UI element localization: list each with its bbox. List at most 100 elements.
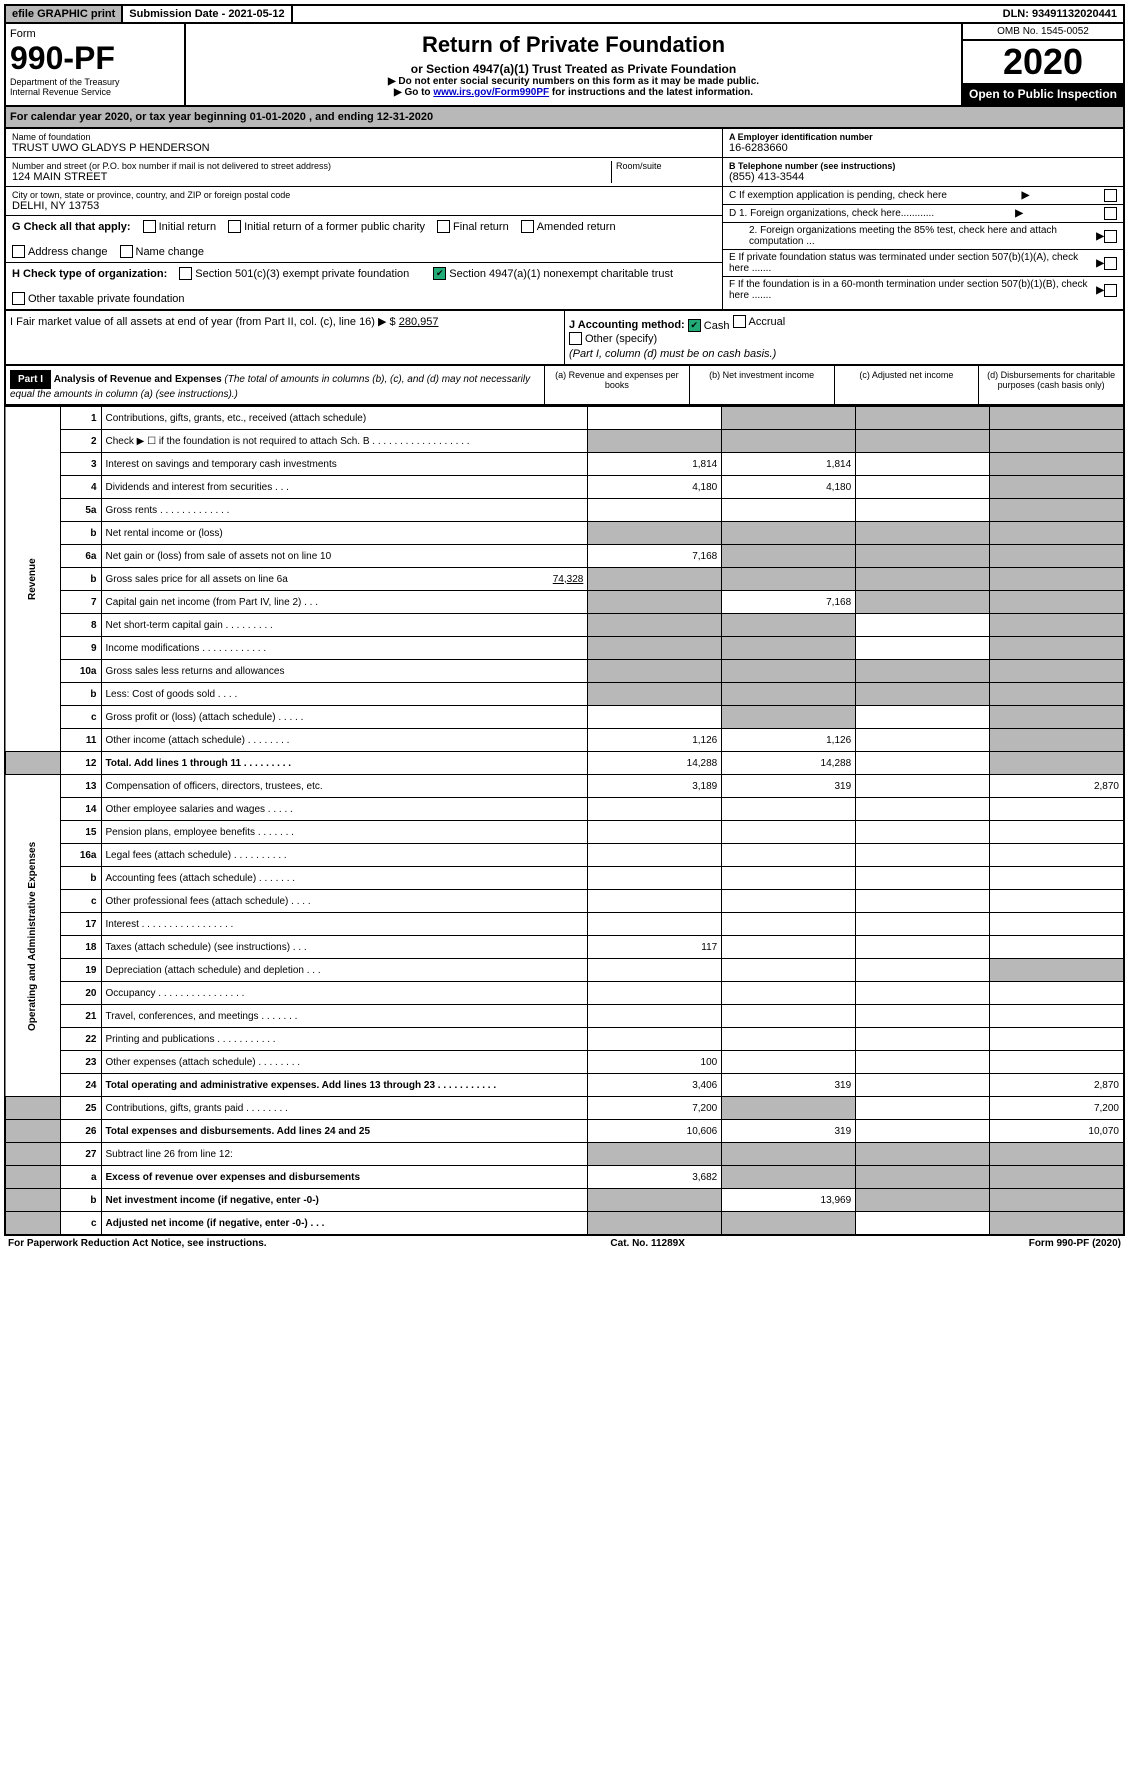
row-3-desc: Interest on savings and temporary cash i… — [101, 453, 588, 476]
row-12-desc: Total. Add lines 1 through 11 . . . . . … — [101, 752, 588, 775]
label-addr-change: Address change — [28, 246, 108, 258]
row-11-desc: Other income (attach schedule) . . . . .… — [101, 729, 588, 752]
row-4-desc: Dividends and interest from securities .… — [101, 476, 588, 499]
row-25-a: 7,200 — [588, 1097, 722, 1120]
open-public: Open to Public Inspection — [963, 83, 1123, 105]
row-21-desc: Travel, conferences, and meetings . . . … — [101, 1005, 588, 1028]
check-cash[interactable]: ✔ — [688, 319, 701, 332]
check-addr-change[interactable] — [12, 245, 25, 258]
row-23-desc: Other expenses (attach schedule) . . . .… — [101, 1051, 588, 1074]
row-23-a: 100 — [588, 1051, 722, 1074]
row-27b-b: 13,969 — [722, 1189, 856, 1212]
form-subtitle: or Section 4947(a)(1) Trust Treated as P… — [190, 62, 957, 76]
label-initial-former: Initial return of a former public charit… — [244, 221, 425, 233]
omb-number: OMB No. 1545-0052 — [963, 24, 1123, 41]
row-26-b: 319 — [722, 1120, 856, 1143]
row-24-desc: Total operating and administrative expen… — [101, 1074, 588, 1097]
row-27a-num: a — [61, 1166, 101, 1189]
row-10a-desc: Gross sales less returns and allowances — [101, 660, 588, 683]
row-27b-desc: Net investment income (if negative, ente… — [101, 1189, 588, 1212]
row-20-num: 20 — [61, 982, 101, 1005]
row-26-a: 10,606 — [588, 1120, 722, 1143]
row-6b-inline: 74,328 — [553, 574, 584, 585]
d2-label: 2. Foreign organizations meeting the 85%… — [729, 225, 1096, 247]
check-d2[interactable] — [1104, 230, 1117, 243]
check-other-taxable[interactable] — [12, 292, 25, 305]
row-7-b: 7,168 — [722, 591, 856, 614]
check-final[interactable] — [437, 220, 450, 233]
row-9-desc: Income modifications . . . . . . . . . .… — [101, 637, 588, 660]
row-10a-num: 10a — [61, 660, 101, 683]
col-b-head: (b) Net investment income — [689, 366, 834, 404]
row-18-desc: Taxes (attach schedule) (see instruction… — [101, 936, 588, 959]
info-section: Name of foundation TRUST UWO GLADYS P HE… — [4, 129, 1125, 311]
instr-link[interactable]: www.irs.gov/Form990PF — [433, 87, 549, 98]
h-checks: H Check type of organization: Section 50… — [6, 263, 722, 309]
fmv-value: 280,957 — [399, 316, 439, 328]
row-4-a: 4,180 — [588, 476, 722, 499]
c-label: C If exemption application is pending, c… — [729, 190, 947, 201]
check-501c3[interactable] — [179, 267, 192, 280]
row-8-num: 8 — [61, 614, 101, 637]
expenses-section: Operating and Administrative Expenses — [5, 775, 61, 1097]
row-13-desc: Compensation of officers, directors, tru… — [101, 775, 588, 798]
check-accrual[interactable] — [733, 315, 746, 328]
row-8-desc: Net short-term capital gain . . . . . . … — [101, 614, 588, 637]
check-c[interactable] — [1104, 189, 1117, 202]
label-501c3: Section 501(c)(3) exempt private foundat… — [195, 268, 409, 280]
label-initial: Initial return — [159, 221, 216, 233]
city-state-zip: DELHI, NY 13753 — [12, 200, 716, 212]
form-title: Return of Private Foundation — [190, 32, 957, 58]
row-10b-desc: Less: Cost of goods sold . . . . — [101, 683, 588, 706]
row-27c-text: Adjusted net income (if negative, enter … — [106, 1218, 325, 1229]
label-other-method: Other (specify) — [585, 333, 657, 345]
instr2-post: for instructions and the latest informat… — [549, 87, 753, 98]
row-4-num: 4 — [61, 476, 101, 499]
foundation-name: TRUST UWO GLADYS P HENDERSON — [12, 142, 716, 154]
city-label: City or town, state or province, country… — [12, 190, 716, 200]
check-d1[interactable] — [1104, 207, 1117, 220]
row-24-d: 2,870 — [990, 1074, 1124, 1097]
row-4-b: 4,180 — [722, 476, 856, 499]
page-footer: For Paperwork Reduction Act Notice, see … — [4, 1236, 1125, 1251]
row-27c-num: c — [61, 1212, 101, 1236]
e-label: E If private foundation status was termi… — [729, 252, 1096, 274]
dept: Department of the Treasury — [10, 77, 180, 87]
row-6a-a: 7,168 — [588, 545, 722, 568]
f-label: F If the foundation is in a 60-month ter… — [729, 279, 1096, 301]
row-27a-a: 3,682 — [588, 1166, 722, 1189]
row-12-text: Total. Add lines 1 through 11 . . . . . … — [106, 758, 292, 769]
row-7-desc: Capital gain net income (from Part IV, l… — [101, 591, 588, 614]
row-19-desc: Depreciation (attach schedule) and deple… — [101, 959, 588, 982]
h-label: H Check type of organization: — [12, 268, 167, 280]
instr-1: ▶ Do not enter social security numbers o… — [190, 76, 957, 87]
row-2-num: 2 — [61, 430, 101, 453]
check-e[interactable] — [1104, 257, 1117, 270]
check-amended[interactable] — [521, 220, 534, 233]
label-name-change: Name change — [136, 246, 205, 258]
name-label: Name of foundation — [12, 132, 716, 142]
row-21-num: 21 — [61, 1005, 101, 1028]
ein: 16-6283660 — [729, 142, 1117, 154]
row-3-num: 3 — [61, 453, 101, 476]
check-other-method[interactable] — [569, 332, 582, 345]
tax-year: 2020 — [963, 41, 1123, 83]
footer-right: Form 990-PF (2020) — [1029, 1238, 1121, 1249]
row-11-num: 11 — [61, 729, 101, 752]
row-13-num: 13 — [61, 775, 101, 798]
row-16c-num: c — [61, 890, 101, 913]
submission-date: Submission Date - 2021-05-12 — [123, 6, 292, 22]
form-number: 990-PF — [10, 40, 180, 77]
row-16a-desc: Legal fees (attach schedule) . . . . . .… — [101, 844, 588, 867]
check-initial-former[interactable] — [228, 220, 241, 233]
part1-title: Analysis of Revenue and Expenses — [54, 374, 222, 385]
check-name-change[interactable] — [120, 245, 133, 258]
check-initial[interactable] — [143, 220, 156, 233]
efile-label[interactable]: efile GRAPHIC print — [6, 6, 123, 22]
form-header: Form 990-PF Department of the Treasury I… — [4, 24, 1125, 107]
row-24-num: 24 — [61, 1074, 101, 1097]
row-6a-num: 6a — [61, 545, 101, 568]
check-4947[interactable]: ✔ — [433, 267, 446, 280]
check-f[interactable] — [1104, 284, 1117, 297]
col-d-head: (d) Disbursements for charitable purpose… — [978, 366, 1123, 404]
